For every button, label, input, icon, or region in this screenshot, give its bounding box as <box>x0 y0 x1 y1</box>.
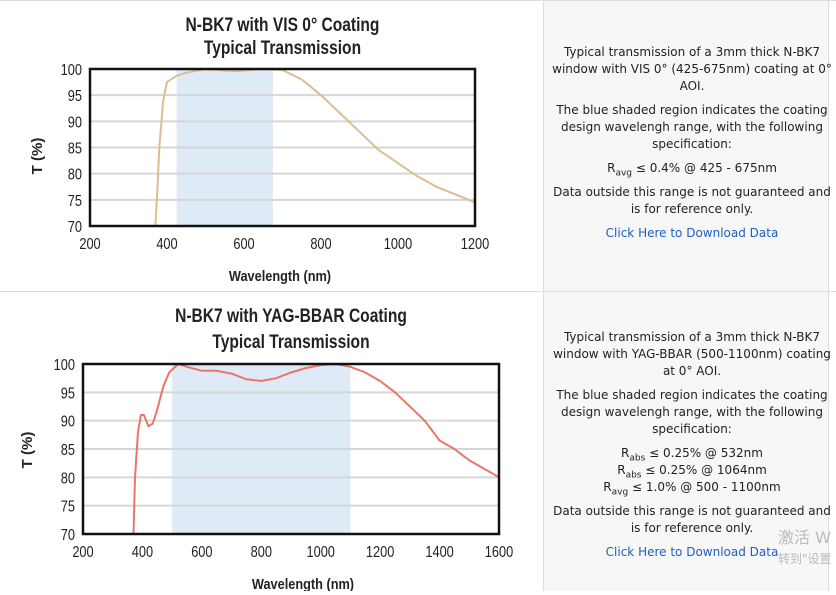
x-tick-label: 1600 <box>485 544 513 562</box>
spec-subscript: abs <box>625 470 642 481</box>
download-data-link[interactable]: Click Here to Download Data <box>605 226 779 240</box>
x-tick-label: 400 <box>156 236 177 254</box>
coating-row-vis: N-BK7 with VIS 0° Coating Typical Transmi… <box>0 0 836 291</box>
activation-watermark: 激活 W <box>778 528 831 547</box>
spec-value: ≤ 0.25% @ 1064nm <box>641 463 767 477</box>
download-data-link[interactable]: Click Here to Download Data <box>605 545 779 559</box>
spec-symbol: R <box>617 463 626 477</box>
x-tick-label: 1200 <box>461 236 489 254</box>
activation-watermark-hint: 转到"设置 <box>778 552 832 566</box>
y-tick-label: 70 <box>68 219 82 237</box>
x-tick-label: 1200 <box>366 544 394 562</box>
x-tick-label: 800 <box>310 236 331 254</box>
y-tick-label: 95 <box>61 385 75 403</box>
spec-line: Ravg ≤ 1.0% @ 500 - 1100nm <box>603 480 781 498</box>
spec-line: Rabs ≤ 0.25% @ 532nm <box>621 446 763 464</box>
spec-subscript: avg <box>611 487 629 498</box>
y-tick-label: 90 <box>68 114 82 132</box>
spec-symbol: R <box>607 161 616 175</box>
chart-title: N-BK7 with YAG-BBAR Coating <box>175 305 407 327</box>
disclaimer: Data outside this range is not guarantee… <box>553 504 831 535</box>
y-tick-label: 100 <box>61 62 82 80</box>
description-text: Typical transmission of a 3mm thick N-BK… <box>553 330 831 378</box>
x-tick-label: 800 <box>251 544 272 562</box>
description-cell: Typical transmission of a 3mm thick N-BK… <box>544 1 832 291</box>
plot-frame <box>81 362 501 536</box>
y-tick-label: 80 <box>68 166 82 184</box>
y-tick-label: 95 <box>68 88 82 106</box>
spec-list: Rabs ≤ 0.25% @ 532nm Rabs ≤ 0.25% @ 1064… <box>552 445 832 498</box>
spec-value: ≤ 1.0% @ 500 - 1100nm <box>628 480 781 494</box>
y-tick-label: 90 <box>61 413 75 431</box>
spec-symbol: R <box>603 480 612 494</box>
y-tick-label: 85 <box>61 442 75 460</box>
description: Typical transmission of a 3mm thick N-BK… <box>552 44 832 249</box>
chart-cell: N-BK7 with YAG-BBAR Coating Typical Trans… <box>0 292 544 593</box>
x-tick-label: 1000 <box>384 236 412 254</box>
disclaimer: Data outside this range is not guarantee… <box>553 185 831 216</box>
shading-note: The blue shaded region indicates the coa… <box>556 388 828 436</box>
chart-title: N-BK7 with VIS 0° Coating <box>186 14 380 36</box>
chart-cell: N-BK7 with VIS 0° Coating Typical Transmi… <box>0 1 544 291</box>
x-tick-label: 600 <box>191 544 212 562</box>
description-text: Typical transmission of a 3mm thick N-BK… <box>552 45 832 93</box>
spec-line: Rabs ≤ 0.25% @ 1064nm <box>617 463 767 481</box>
spec-subscript: avg <box>615 168 633 179</box>
x-tick-label: 400 <box>132 544 153 562</box>
shading-note: The blue shaded region indicates the coa… <box>556 103 828 151</box>
x-tick-label: 1000 <box>306 544 334 562</box>
spec-value: ≤ 0.4% @ 425 - 675nm <box>632 161 777 175</box>
spec-list: Ravg ≤ 0.4% @ 425 - 675nm <box>552 160 832 179</box>
x-axis-label: Wavelength (nm) <box>229 267 331 284</box>
x-axis-label: Wavelength (nm) <box>252 575 354 591</box>
y-axis-label: T (%) <box>29 138 46 175</box>
description-cell: Typical transmission of a 3mm thick N-BK… <box>544 292 832 591</box>
chart-subtitle: Typical Transmission <box>204 37 361 59</box>
x-tick-label: 600 <box>233 236 254 254</box>
chart-subtitle: Typical Transmission <box>212 331 369 353</box>
y-tick-label: 75 <box>61 498 75 516</box>
spec-value: ≤ 0.25% @ 532nm <box>645 446 763 460</box>
y-tick-label: 70 <box>61 527 75 545</box>
y-tick-label: 100 <box>54 357 75 375</box>
plot-frame <box>88 67 477 228</box>
x-tick-label: 1400 <box>425 544 453 562</box>
spec-symbol: R <box>621 446 630 460</box>
x-tick-label: 200 <box>72 544 93 562</box>
x-tick-label: 200 <box>79 236 100 254</box>
y-tick-label: 85 <box>68 140 82 158</box>
y-axis-label: T (%) <box>19 432 36 469</box>
transmission-curve <box>132 363 500 535</box>
coating-row-yag-bbar: N-BK7 with YAG-BBAR Coating Typical Trans… <box>0 291 836 593</box>
y-tick-label: 75 <box>68 193 82 211</box>
yag-bbar-transmission-chart: N-BK7 with YAG-BBAR Coating Typical Trans… <box>19 305 513 593</box>
y-tick-label: 80 <box>61 470 75 488</box>
spec-subscript: abs <box>629 453 646 464</box>
spec-line: Ravg ≤ 0.4% @ 425 - 675nm <box>607 161 777 179</box>
description: Typical transmission of a 3mm thick N-BK… <box>552 329 832 568</box>
